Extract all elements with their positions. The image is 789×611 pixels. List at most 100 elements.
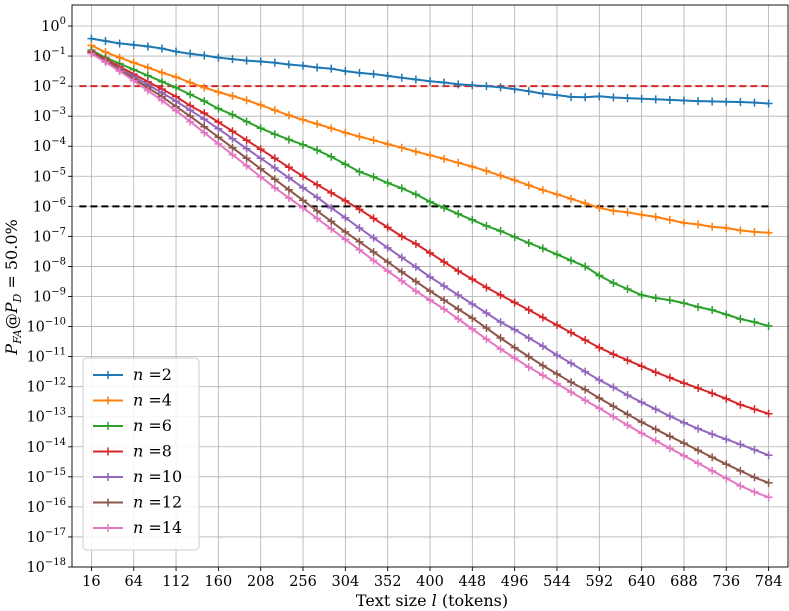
data-point-marker — [228, 143, 237, 152]
data-point-marker — [524, 87, 533, 96]
data-point-marker — [623, 208, 632, 217]
data-point-marker — [567, 388, 576, 397]
data-point-marker — [383, 140, 392, 149]
data-point-marker — [242, 56, 251, 65]
data-point-marker — [129, 58, 138, 67]
data-point-marker — [750, 318, 759, 327]
data-point-marker — [87, 34, 96, 43]
data-point-marker — [510, 85, 519, 94]
data-point-marker — [411, 287, 420, 296]
data-point-marker — [623, 284, 632, 293]
data-point-marker — [708, 430, 717, 439]
data-point-marker — [256, 164, 265, 173]
data-point-marker — [383, 243, 392, 252]
data-point-marker — [270, 175, 279, 184]
y-axis-ticks: 100 10−1 10−2 10−3 10−4 10−5 10−6 10−7 10−8 10−9 1… — [26, 16, 72, 576]
data-point-marker — [270, 154, 279, 163]
data-point-marker — [538, 371, 547, 380]
data-point-marker — [426, 197, 434, 206]
legend-label: n =6 — [133, 416, 172, 435]
data-point-marker — [327, 152, 336, 161]
data-point-marker — [270, 106, 279, 115]
data-point-marker — [327, 217, 336, 226]
data-point-marker — [256, 124, 265, 133]
data-point-marker — [228, 127, 237, 136]
data-point-marker — [595, 92, 604, 101]
data-point-marker — [383, 71, 392, 80]
data-point-marker — [468, 275, 477, 284]
data-point-marker — [694, 303, 703, 312]
data-point-marker — [482, 166, 491, 175]
data-point-marker — [228, 110, 237, 119]
data-point-marker — [327, 64, 336, 73]
data-point-marker — [157, 77, 166, 86]
data-point-marker — [341, 227, 350, 236]
data-point-marker — [454, 80, 463, 89]
data-point-marker — [270, 183, 279, 192]
data-point-marker — [228, 55, 237, 64]
data-point-marker — [651, 425, 660, 434]
data-point-marker — [482, 324, 491, 333]
data-point-marker — [426, 77, 434, 86]
data-point-marker — [284, 111, 293, 120]
data-point-marker — [157, 96, 166, 105]
data-point-marker — [284, 135, 293, 144]
data-point-marker — [482, 221, 491, 230]
data-point-marker — [552, 250, 561, 259]
data-point-marker — [313, 119, 322, 128]
legend-marker — [104, 422, 112, 430]
data-point-marker — [581, 396, 590, 405]
data-point-marker — [454, 158, 463, 167]
data-point-marker — [651, 212, 660, 221]
data-point-marker — [454, 315, 463, 324]
data-point-marker — [637, 418, 646, 427]
data-point-marker — [242, 154, 251, 163]
data-point-marker — [694, 459, 703, 468]
y-tick-label: 10−3 — [33, 106, 66, 125]
data-point-marker — [87, 49, 96, 58]
data-point-marker — [665, 296, 674, 305]
data-point-marker — [214, 53, 223, 62]
data-point-marker — [581, 336, 590, 345]
data-point-marker — [623, 94, 632, 103]
data-point-marker — [411, 147, 420, 156]
data-point-marker — [411, 277, 420, 286]
data-point-marker — [284, 173, 293, 182]
data-point-marker — [355, 245, 364, 254]
data-point-marker — [101, 58, 110, 67]
legend-label: n =14 — [133, 518, 182, 537]
data-point-marker — [665, 373, 674, 382]
data-point-marker — [524, 333, 533, 342]
data-point-marker — [454, 266, 463, 275]
data-point-marker — [609, 350, 618, 359]
data-point-marker — [200, 128, 209, 137]
data-point-marker — [609, 278, 618, 287]
data-point-marker — [736, 466, 745, 475]
legend-label: n =10 — [133, 467, 182, 486]
data-point-marker — [341, 67, 350, 76]
data-point-marker — [397, 276, 406, 285]
data-point-marker — [708, 222, 717, 231]
data-point-marker — [242, 96, 251, 105]
data-point-marker — [284, 60, 293, 69]
y-tick-label: 10−15 — [26, 467, 66, 486]
data-point-marker — [214, 124, 223, 133]
data-point-marker — [299, 115, 308, 124]
data-point-marker — [299, 172, 308, 181]
data-point-marker — [609, 402, 618, 411]
y-tick-label: 10−16 — [26, 497, 66, 516]
data-point-marker — [722, 310, 731, 319]
y-tick-label: 10−6 — [33, 196, 66, 215]
data-point-marker — [284, 163, 293, 172]
y-tick-label: 10−5 — [33, 166, 66, 185]
data-point-marker — [397, 143, 406, 152]
data-point-marker — [355, 167, 364, 176]
data-point-marker — [637, 94, 646, 103]
x-tick-label: 352 — [374, 574, 402, 590]
data-point-marker — [736, 98, 745, 107]
x-tick-label: 160 — [205, 574, 233, 590]
y-tick-label: 10−13 — [26, 407, 66, 426]
data-point-marker — [510, 176, 519, 185]
data-point-marker — [595, 203, 604, 212]
data-point-marker — [327, 224, 336, 233]
